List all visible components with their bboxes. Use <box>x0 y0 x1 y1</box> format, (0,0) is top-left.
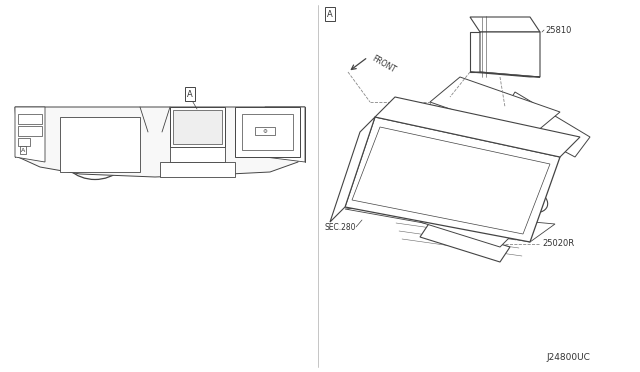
Polygon shape <box>15 107 305 177</box>
Polygon shape <box>60 117 140 172</box>
Polygon shape <box>170 147 225 162</box>
Polygon shape <box>480 32 540 77</box>
Polygon shape <box>500 92 590 157</box>
Polygon shape <box>18 114 42 124</box>
Polygon shape <box>470 17 540 32</box>
Text: A: A <box>21 148 25 153</box>
Text: 25020R: 25020R <box>542 240 574 248</box>
Text: 25810: 25810 <box>545 26 572 35</box>
Polygon shape <box>235 107 300 157</box>
Polygon shape <box>470 32 480 72</box>
Polygon shape <box>170 107 225 147</box>
Text: J24800UC: J24800UC <box>546 353 590 362</box>
Polygon shape <box>173 110 222 144</box>
Text: ⚙: ⚙ <box>262 128 268 134</box>
Polygon shape <box>15 107 45 162</box>
Polygon shape <box>18 138 30 146</box>
Polygon shape <box>420 212 510 247</box>
Text: A: A <box>187 90 193 99</box>
Polygon shape <box>242 114 293 150</box>
Polygon shape <box>255 127 275 135</box>
Polygon shape <box>345 117 560 242</box>
Text: FRONT: FRONT <box>370 54 397 74</box>
Polygon shape <box>345 207 555 242</box>
Polygon shape <box>265 107 305 162</box>
Polygon shape <box>160 162 235 177</box>
Polygon shape <box>352 127 550 234</box>
Polygon shape <box>420 222 510 262</box>
Text: A: A <box>327 10 333 19</box>
Polygon shape <box>375 97 580 157</box>
Polygon shape <box>18 126 42 136</box>
Text: SEC.280: SEC.280 <box>325 222 356 231</box>
Polygon shape <box>470 72 540 77</box>
Polygon shape <box>430 77 560 137</box>
Polygon shape <box>330 117 375 222</box>
